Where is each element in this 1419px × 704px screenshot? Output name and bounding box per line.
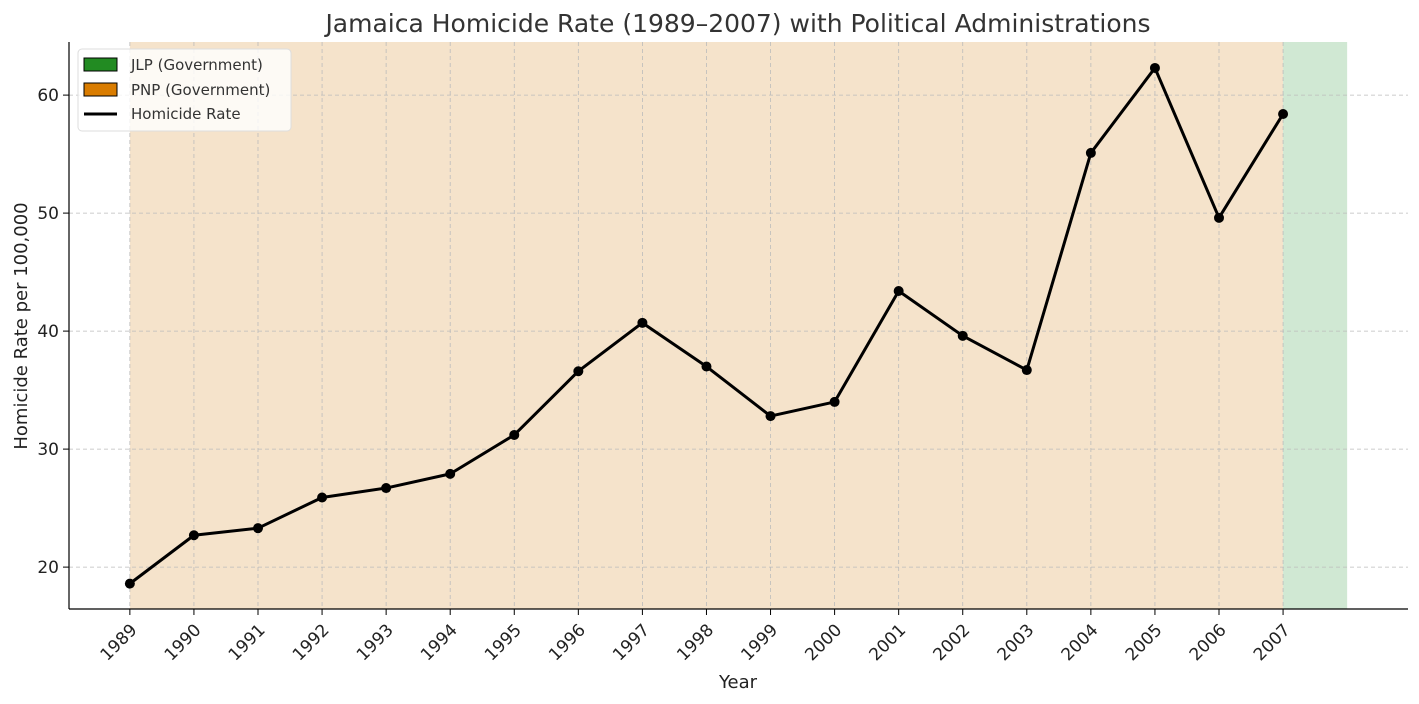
x-tick-label: 1996 <box>545 620 590 665</box>
x-tick-label: 2000 <box>801 620 846 665</box>
data-point <box>252 523 263 534</box>
x-tick-label: 1993 <box>353 620 398 665</box>
x-tick-label: 2004 <box>1058 620 1103 665</box>
legend: JLP (Government) PNP (Government) Homici… <box>77 48 292 132</box>
data-point <box>188 530 199 541</box>
legend-swatch-jlp <box>83 57 118 72</box>
y-tick-label: 60 <box>37 86 59 106</box>
data-point <box>829 396 840 407</box>
x-tick-label: 1998 <box>673 620 718 665</box>
legend-label-pnp: PNP (Government) <box>131 81 270 99</box>
x-tick-label: 1991 <box>225 620 270 665</box>
x-tick-label: 2005 <box>1122 620 1167 665</box>
x-tick-label: 2007 <box>1250 620 1295 665</box>
x-tick-label: 2002 <box>930 620 975 665</box>
x-tick-label: 1995 <box>481 620 526 665</box>
x-tick-label: 1989 <box>97 620 142 665</box>
legend-swatch-pnp <box>83 82 118 97</box>
x-tick-label: 1992 <box>289 620 334 665</box>
x-tick-label: 1999 <box>737 620 782 665</box>
data-point <box>1214 212 1225 223</box>
chart-title: Jamaica Homicide Rate (1989–2007) with P… <box>323 9 1150 38</box>
data-point <box>637 317 648 328</box>
administration-band <box>1283 42 1348 609</box>
legend-label-jlp: JLP (Government) <box>130 56 263 74</box>
y-axis-label: Homicide Rate per 100,000 <box>11 202 32 449</box>
x-tick-label: 1990 <box>161 620 206 665</box>
data-point <box>701 361 712 372</box>
data-point <box>893 285 904 296</box>
x-tick-label: 1994 <box>417 620 462 665</box>
data-point <box>1278 108 1289 119</box>
x-axis-label: Year <box>718 672 758 693</box>
data-point <box>1149 62 1160 73</box>
y-tick-label: 40 <box>37 322 59 342</box>
data-point <box>765 411 776 422</box>
x-tick-label: 1997 <box>609 620 654 665</box>
data-point <box>957 330 968 341</box>
data-point <box>381 483 392 494</box>
x-tick-label: 2006 <box>1186 620 1231 665</box>
data-point <box>317 492 328 503</box>
y-tick-label: 30 <box>37 440 59 460</box>
x-tick-label: 2001 <box>865 620 910 665</box>
legend-label-homicide-rate: Homicide Rate <box>131 105 241 123</box>
data-point <box>509 429 520 440</box>
y-tick-label: 50 <box>37 204 59 224</box>
data-point <box>1085 147 1096 158</box>
x-tick-label: 2003 <box>994 620 1039 665</box>
data-point <box>124 578 135 589</box>
data-point <box>445 468 456 479</box>
y-tick-label: 20 <box>37 558 59 578</box>
data-point <box>573 366 584 377</box>
data-point <box>1021 365 1032 376</box>
